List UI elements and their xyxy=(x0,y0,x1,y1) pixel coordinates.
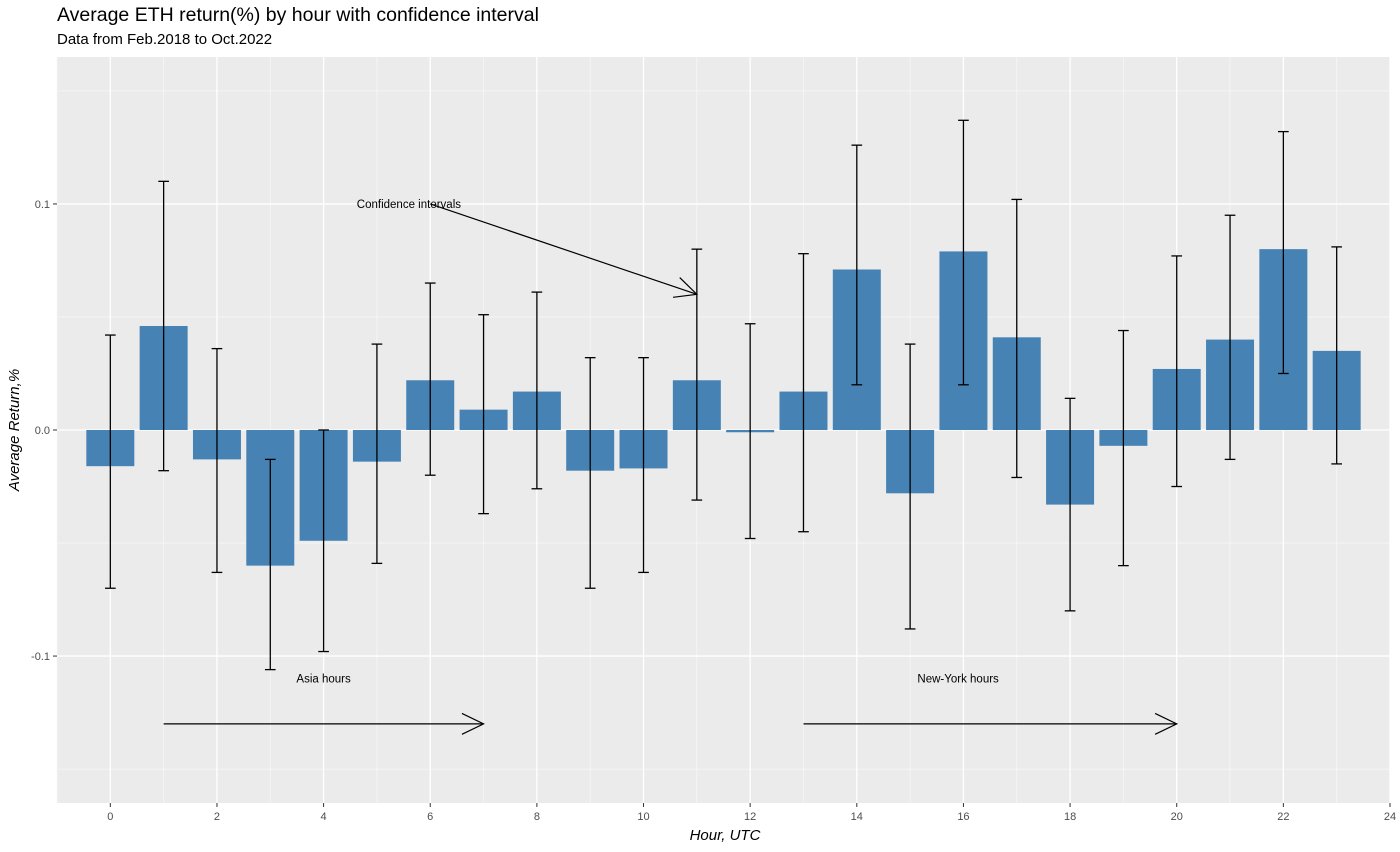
error-bar-hour-2 xyxy=(211,347,223,574)
error-bar-hour-9 xyxy=(584,357,596,589)
arrow-head xyxy=(672,277,699,298)
error-bar-hour-16 xyxy=(958,119,969,386)
error-bar-hour-23 xyxy=(1331,246,1343,465)
error-bar-hour-8 xyxy=(531,291,543,490)
y-tick-label: -0.1 xyxy=(31,651,50,663)
x-tick-label: 22 xyxy=(1277,811,1289,823)
x-axis-title: Hour, UTC xyxy=(690,827,761,844)
error-bar-hour-11 xyxy=(691,248,703,501)
y-axis-title: Average Return,% xyxy=(6,369,23,492)
x-tick-label: 12 xyxy=(744,811,756,823)
arrow-shaft xyxy=(430,203,698,295)
x-tick-label: 14 xyxy=(851,811,863,823)
error-bar-hour-14 xyxy=(851,144,863,386)
x-tick-label: 2 xyxy=(214,811,220,823)
error-bar-hour-17 xyxy=(1011,198,1023,479)
y-tick-label: 0.1 xyxy=(35,199,50,211)
annotation-arrow-0 xyxy=(430,203,699,298)
error-bars-group xyxy=(104,119,1343,671)
error-bar-hour-22 xyxy=(1278,130,1289,375)
error-bar-hour-0 xyxy=(104,334,116,589)
annotation-label-1: Asia hours xyxy=(296,674,351,686)
chart-subtitle: Data from Feb.2018 to Oct.2022 xyxy=(57,31,273,48)
x-tick-label: 24 xyxy=(1384,811,1396,823)
annotation-arrow-2 xyxy=(803,712,1179,735)
annotations-group: Confidence intervals Asia hours New-York h… xyxy=(163,199,1179,735)
x-tick-label: 10 xyxy=(637,811,649,823)
error-bar-hour-5 xyxy=(371,343,383,565)
error-bar-hour-10 xyxy=(638,357,649,574)
error-bar-hour-18 xyxy=(1064,397,1076,612)
error-bar-hour-13 xyxy=(798,253,809,533)
error-bar-hour-1 xyxy=(158,180,169,472)
error-bar-hour-21 xyxy=(1224,214,1236,461)
error-bar-hour-3 xyxy=(264,458,276,671)
annotation-label-2: New-York hours xyxy=(917,674,999,686)
x-tick-label: 6 xyxy=(427,811,433,823)
x-tick-label: 8 xyxy=(534,811,540,823)
error-bar-hour-4 xyxy=(318,429,329,653)
error-bar-hour-19 xyxy=(1118,329,1129,567)
y-tick-label: 0.0 xyxy=(35,425,50,437)
annotation-label-0: Confidence intervals xyxy=(357,199,461,211)
x-tick-label: 16 xyxy=(957,811,969,823)
error-bar-hour-12 xyxy=(744,323,756,540)
error-bar-hour-15 xyxy=(904,343,916,630)
chart-title: Average ETH return(%) by hour with confi… xyxy=(57,4,539,26)
axes-group: 0 2 4 6 8 10 12 14 16 18 20 22 24-0.10.00.1 xyxy=(31,199,1396,823)
annotation-arrow-1 xyxy=(163,712,485,735)
arrow-head xyxy=(1154,712,1179,735)
error-bar-hour-7 xyxy=(478,314,489,515)
error-bar-hour-20 xyxy=(1171,255,1183,488)
x-tick-label: 18 xyxy=(1064,811,1076,823)
x-tick-label: 20 xyxy=(1171,811,1183,823)
arrow-head xyxy=(461,712,485,735)
error-bar-hour-6 xyxy=(424,282,436,476)
x-tick-label: 4 xyxy=(321,811,327,823)
x-tick-label: 0 xyxy=(107,811,113,823)
